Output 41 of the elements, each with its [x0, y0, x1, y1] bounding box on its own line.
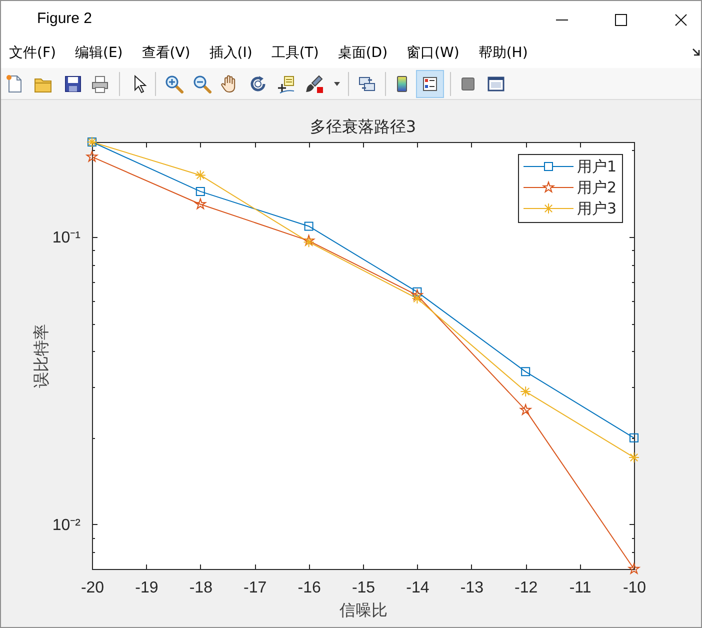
point — [628, 563, 640, 574]
point — [86, 150, 98, 162]
caption: Figure 2 — [37, 10, 92, 27]
x-tick-label: -10 — [622, 580, 646, 596]
x-tick-label: -20 — [80, 580, 104, 596]
text: 编辑(E) — [74, 44, 123, 62]
x-tick-label: -16 — [298, 580, 321, 596]
point — [194, 170, 206, 181]
x-tick-label: -17 — [244, 580, 267, 596]
point — [630, 433, 638, 442]
x-tick-label: -11 — [569, 580, 592, 596]
y-axis-title: 误比特率 — [31, 324, 50, 388]
text: 桌面(D) — [338, 44, 388, 62]
point — [194, 198, 206, 210]
x-axis-title: 信噪比 — [340, 600, 388, 620]
point — [304, 222, 314, 231]
text: 文件(F) — [9, 44, 56, 62]
chart-title: 多径衰落路径3 — [310, 117, 416, 136]
x-tick-label: -13 — [460, 580, 484, 596]
text: 帮助(H) — [478, 44, 528, 62]
point — [412, 289, 423, 300]
x-tick-label: -12 — [514, 580, 538, 596]
point — [521, 367, 530, 376]
x-tick-label: -14 — [406, 580, 430, 596]
legend-label: 用户1 — [577, 158, 617, 176]
text: 查看(V) — [142, 44, 190, 62]
legend-label: 用户2 — [577, 178, 617, 196]
x-tick-label: -18 — [189, 580, 213, 596]
point — [520, 404, 532, 415]
point — [520, 386, 532, 398]
point — [196, 186, 205, 196]
x-tick-label: -15 — [352, 580, 376, 596]
y-tick-label: 10⁻¹ — [52, 229, 80, 246]
text: 工具(T) — [271, 44, 319, 62]
point — [412, 292, 423, 304]
x-tick-label: -19 — [135, 580, 158, 596]
legend-label: 用户3 — [577, 200, 617, 218]
text: 插入(I) — [209, 44, 252, 62]
y-tick-label: 10⁻² — [52, 516, 82, 534]
text: 窗口(W) — [406, 44, 460, 62]
point — [628, 452, 640, 463]
